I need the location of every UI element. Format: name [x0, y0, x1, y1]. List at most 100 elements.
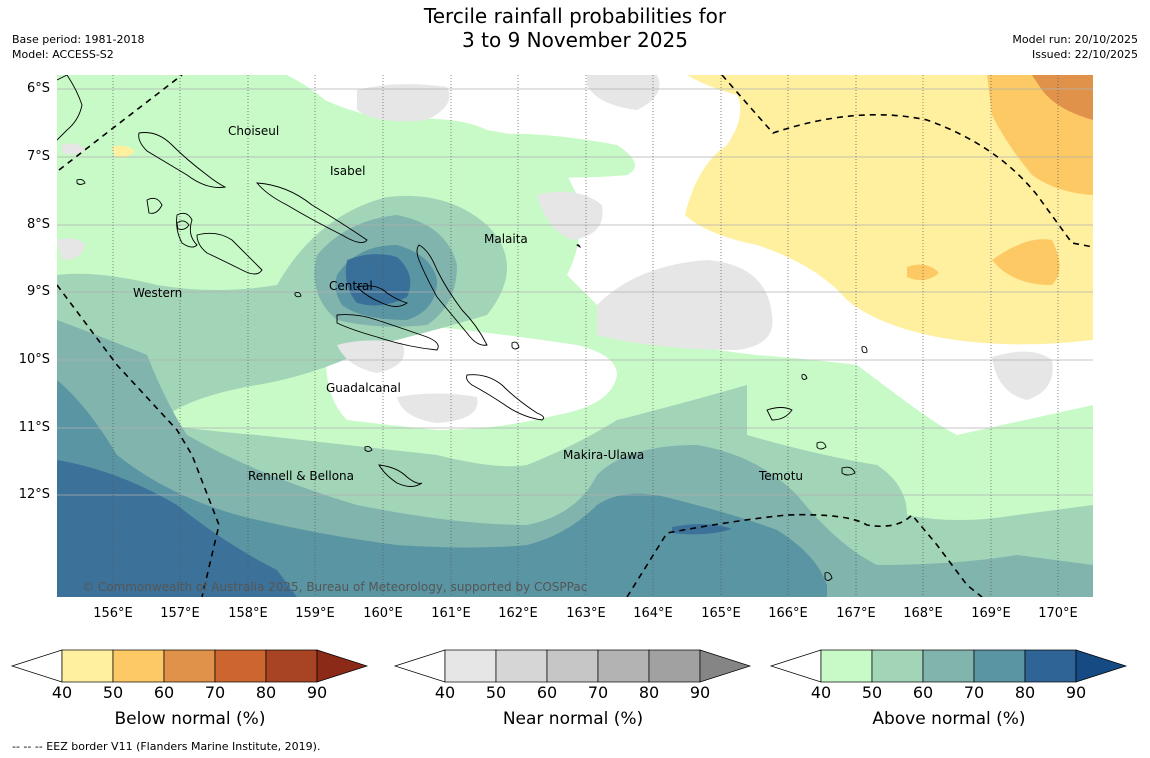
below-40-region [685, 75, 1093, 345]
lat-label-6s: 6°S [26, 81, 50, 96]
cb-above-swatch-90 [1075, 649, 1128, 683]
eez-footer-note: -- -- -- EEZ border V11 (Flanders Marine… [12, 740, 321, 753]
model-name: Model: ACCESS-S2 [12, 48, 114, 61]
lat-label-9s: 9°S [26, 284, 50, 299]
place-central: Central [329, 279, 373, 293]
duff-coast [801, 373, 808, 380]
lon-label-165e: 165°E [701, 606, 741, 621]
meta-left: Base period: 1981-2018 Model: ACCESS-S2 [12, 32, 144, 62]
ulawa-coast [511, 341, 520, 350]
cb-below-swatch-60 [163, 649, 216, 683]
colorbar-below [10, 649, 369, 683]
above-70-region-south [57, 380, 827, 597]
cb-below-swatch-40 [61, 649, 114, 683]
near-normal-label: Near normal (%) [502, 709, 644, 729]
cb-below-swatch-80 [265, 649, 318, 683]
cb-below-tick-90: 90 [306, 683, 328, 702]
bellona-coast [364, 445, 373, 452]
below-normal-label: Below normal (%) [114, 709, 266, 729]
cb-near-swatch-60 [546, 649, 599, 683]
lat-label-8s: 8°S [26, 217, 50, 232]
cb-near-swatch-80 [648, 649, 701, 683]
place-isabel: Isabel [330, 164, 366, 178]
lon-label-170e: 170°E [1038, 606, 1078, 621]
makira-coast [466, 374, 545, 421]
title-line-1: Tercile rainfall probabilities for [423, 4, 727, 28]
cb-above-swatch-80 [1024, 649, 1077, 683]
lat-label-10s: 10°S [18, 352, 50, 367]
lon-label-164e: 164°E [633, 606, 673, 621]
above-80-region-south [57, 460, 297, 597]
lat-label-12s: 12°S [18, 487, 50, 502]
lon-label-161e: 161°E [431, 606, 471, 621]
chart-title: Tercile rainfall probabilities for 3 to … [0, 4, 1150, 52]
cb-below-tick-50: 50 [102, 683, 124, 702]
place-choiseul: Choiseul [228, 124, 280, 138]
vanikoro-coast [816, 441, 827, 450]
eez-borders [57, 75, 1093, 597]
place-guadalcanal: Guadalcanal [326, 381, 401, 395]
cb-above-swatch-70 [973, 649, 1026, 683]
below-50-patch-2 [907, 264, 939, 281]
lon-label-159e: 159°E [295, 606, 335, 621]
above-normal-label: Above normal (%) [872, 709, 1026, 729]
cb-above-tick-40: 40 [810, 683, 832, 702]
place-malaita: Malaita [484, 232, 528, 246]
vella-coast [146, 197, 163, 214]
cb-above-tick-60: 60 [912, 683, 934, 702]
lon-label-157e: 157°E [160, 606, 200, 621]
lon-label-160e: 160°E [363, 606, 403, 621]
coastlines [57, 75, 868, 581]
utupua-coast [841, 466, 856, 476]
cb-above-tick-80: 80 [1014, 683, 1036, 702]
model-run: Model run: 20/10/2025 [1012, 33, 1138, 46]
lon-label-158e: 158°E [228, 606, 268, 621]
cb-near-swatch-70 [597, 649, 650, 683]
santa-cruz-coast [766, 407, 793, 421]
lat-label-7s: 7°S [26, 149, 50, 164]
cb-near-tick-80: 80 [638, 683, 660, 702]
cb-below-tick-70: 70 [204, 683, 226, 702]
lat-gridlines [57, 88, 1093, 496]
above-40-band [483, 133, 635, 178]
lon-gridlines [112, 75, 1059, 597]
tikopia-coast [824, 572, 833, 581]
map-area [57, 75, 1093, 597]
cb-above-swatch-60 [922, 649, 975, 683]
above-80-region [345, 254, 411, 306]
map-svg [57, 75, 1093, 597]
malaita-coast [416, 244, 488, 346]
title-line-2: 3 to 9 November 2025 [462, 28, 688, 52]
lon-label-162e: 162°E [498, 606, 538, 621]
cb-above-tick-70: 70 [963, 683, 985, 702]
reef-islands-coast [861, 346, 868, 354]
colorbars [10, 649, 1128, 683]
place-western: Western [133, 286, 183, 300]
cb-above-swatch-50 [871, 649, 924, 683]
issued-date: Issued: 22/10/2025 [1031, 48, 1138, 61]
isabel-coast [255, 182, 368, 244]
rennell-coast [378, 464, 423, 487]
copyright-note: © Commonwealth of Australia 2025, Bureau… [82, 580, 588, 594]
below-40-patch-west [112, 145, 135, 158]
cb-below-tick-60: 60 [153, 683, 175, 702]
colorbar-near [393, 649, 752, 683]
cb-near-swatch-90 [699, 649, 752, 683]
above-60-region-south [57, 320, 1093, 597]
cb-below-tick-80: 80 [255, 683, 277, 702]
new-georgia-2-coast [196, 232, 263, 275]
lon-label-168e: 168°E [903, 606, 943, 621]
bougainville-coast [57, 75, 83, 141]
treasury-coast [76, 178, 86, 185]
place-makira-ulawa: Makira-Ulawa [563, 448, 645, 462]
cb-above-tick-90: 90 [1065, 683, 1087, 702]
cb-near-tick-60: 60 [536, 683, 558, 702]
cb-near-swatch-50 [495, 649, 548, 683]
cb-near-tick-70: 70 [587, 683, 609, 702]
kolombangara-coast [176, 220, 190, 230]
cb-below-tick-40: 40 [51, 683, 73, 702]
base-period: Base period: 1981-2018 [12, 33, 145, 46]
cb-below-swatch-50 [112, 649, 165, 683]
guadalcanal-coast [336, 314, 439, 351]
cb-below-swatch-90 [316, 649, 369, 683]
